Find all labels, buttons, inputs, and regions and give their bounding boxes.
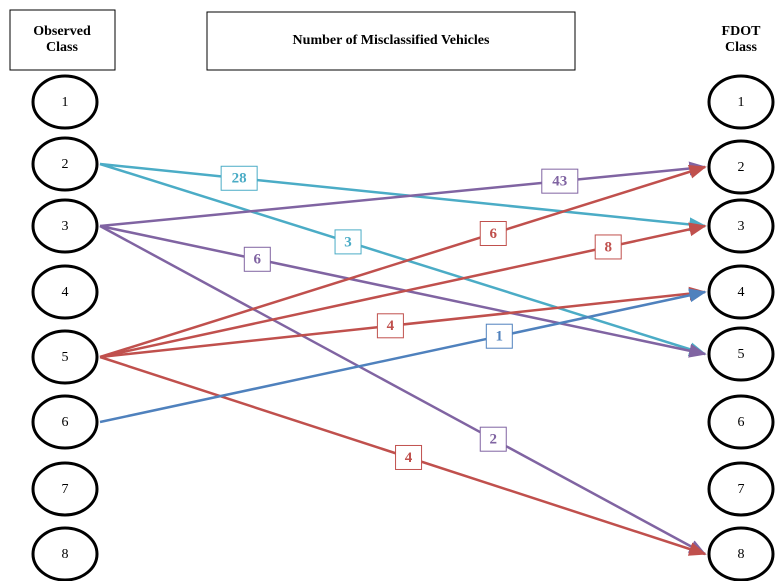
right-node — [707, 461, 775, 517]
edge-label: 43 — [552, 174, 567, 190]
right-node-label: 5 — [738, 347, 745, 362]
right-node-label: 7 — [738, 482, 745, 497]
center-header: Number of Misclassified Vehicles — [293, 33, 490, 48]
edge-label: 3 — [344, 234, 352, 250]
left-node — [31, 461, 99, 517]
left-header-box — [9, 9, 116, 71]
edge-label-box — [485, 323, 513, 349]
edge-label-box — [479, 221, 507, 246]
edge-arrow — [99, 165, 707, 359]
left-node-label: 2 — [62, 157, 69, 172]
edge-arrow — [99, 224, 707, 556]
edge-label: 6 — [490, 226, 498, 242]
edge-label-box — [395, 444, 423, 470]
edge-arrow — [99, 162, 707, 232]
edge-label-box — [541, 168, 579, 194]
right-node-label: 1 — [738, 95, 745, 110]
edge-label-box — [594, 234, 622, 260]
left-node-label: 3 — [62, 219, 69, 234]
edge-label: 2 — [490, 432, 498, 448]
edge-label-box — [376, 313, 404, 339]
right-node-label: 8 — [738, 547, 745, 562]
left-node — [31, 198, 99, 254]
left-node-label: 1 — [62, 95, 69, 110]
edge-label-box — [243, 246, 271, 272]
left-node-label: 7 — [62, 482, 69, 497]
left-node-label: 8 — [62, 547, 69, 562]
center-header-box — [206, 11, 576, 71]
right-node — [707, 198, 775, 254]
left-node — [31, 329, 99, 385]
left-node-label: 5 — [62, 350, 69, 365]
edge-label: 8 — [604, 239, 612, 255]
left-node — [31, 526, 99, 581]
edge-arrow — [99, 162, 707, 356]
right-node — [707, 264, 775, 320]
right-header: FDOT Class — [722, 24, 762, 55]
right-node-label: 4 — [738, 285, 745, 300]
left-node — [31, 264, 99, 320]
edge-arrow — [99, 224, 707, 358]
edge-label: 6 — [254, 252, 262, 268]
edge-label: 4 — [387, 318, 395, 334]
right-node-label: 2 — [738, 160, 745, 175]
edge-label: 4 — [405, 450, 413, 466]
right-node — [707, 394, 775, 450]
edge-label-box — [334, 229, 362, 255]
edge-label: 1 — [496, 329, 504, 345]
right-node-label: 3 — [738, 219, 745, 234]
edge-label-box — [479, 426, 507, 452]
right-node-label: 6 — [738, 415, 745, 430]
right-node — [707, 139, 775, 195]
left-node-label: 6 — [62, 415, 69, 430]
edge-label: 28 — [232, 171, 247, 187]
left-node — [31, 394, 99, 450]
left-node — [31, 136, 99, 192]
edge-arrow — [99, 161, 707, 228]
left-node-label: 4 — [62, 285, 69, 300]
left-header: Observed Class — [33, 24, 91, 55]
right-node — [707, 74, 775, 130]
right-node — [707, 326, 775, 382]
edge-label-box — [220, 165, 258, 191]
left-node — [31, 74, 99, 130]
edge-arrow — [99, 288, 707, 424]
right-node — [707, 526, 775, 581]
